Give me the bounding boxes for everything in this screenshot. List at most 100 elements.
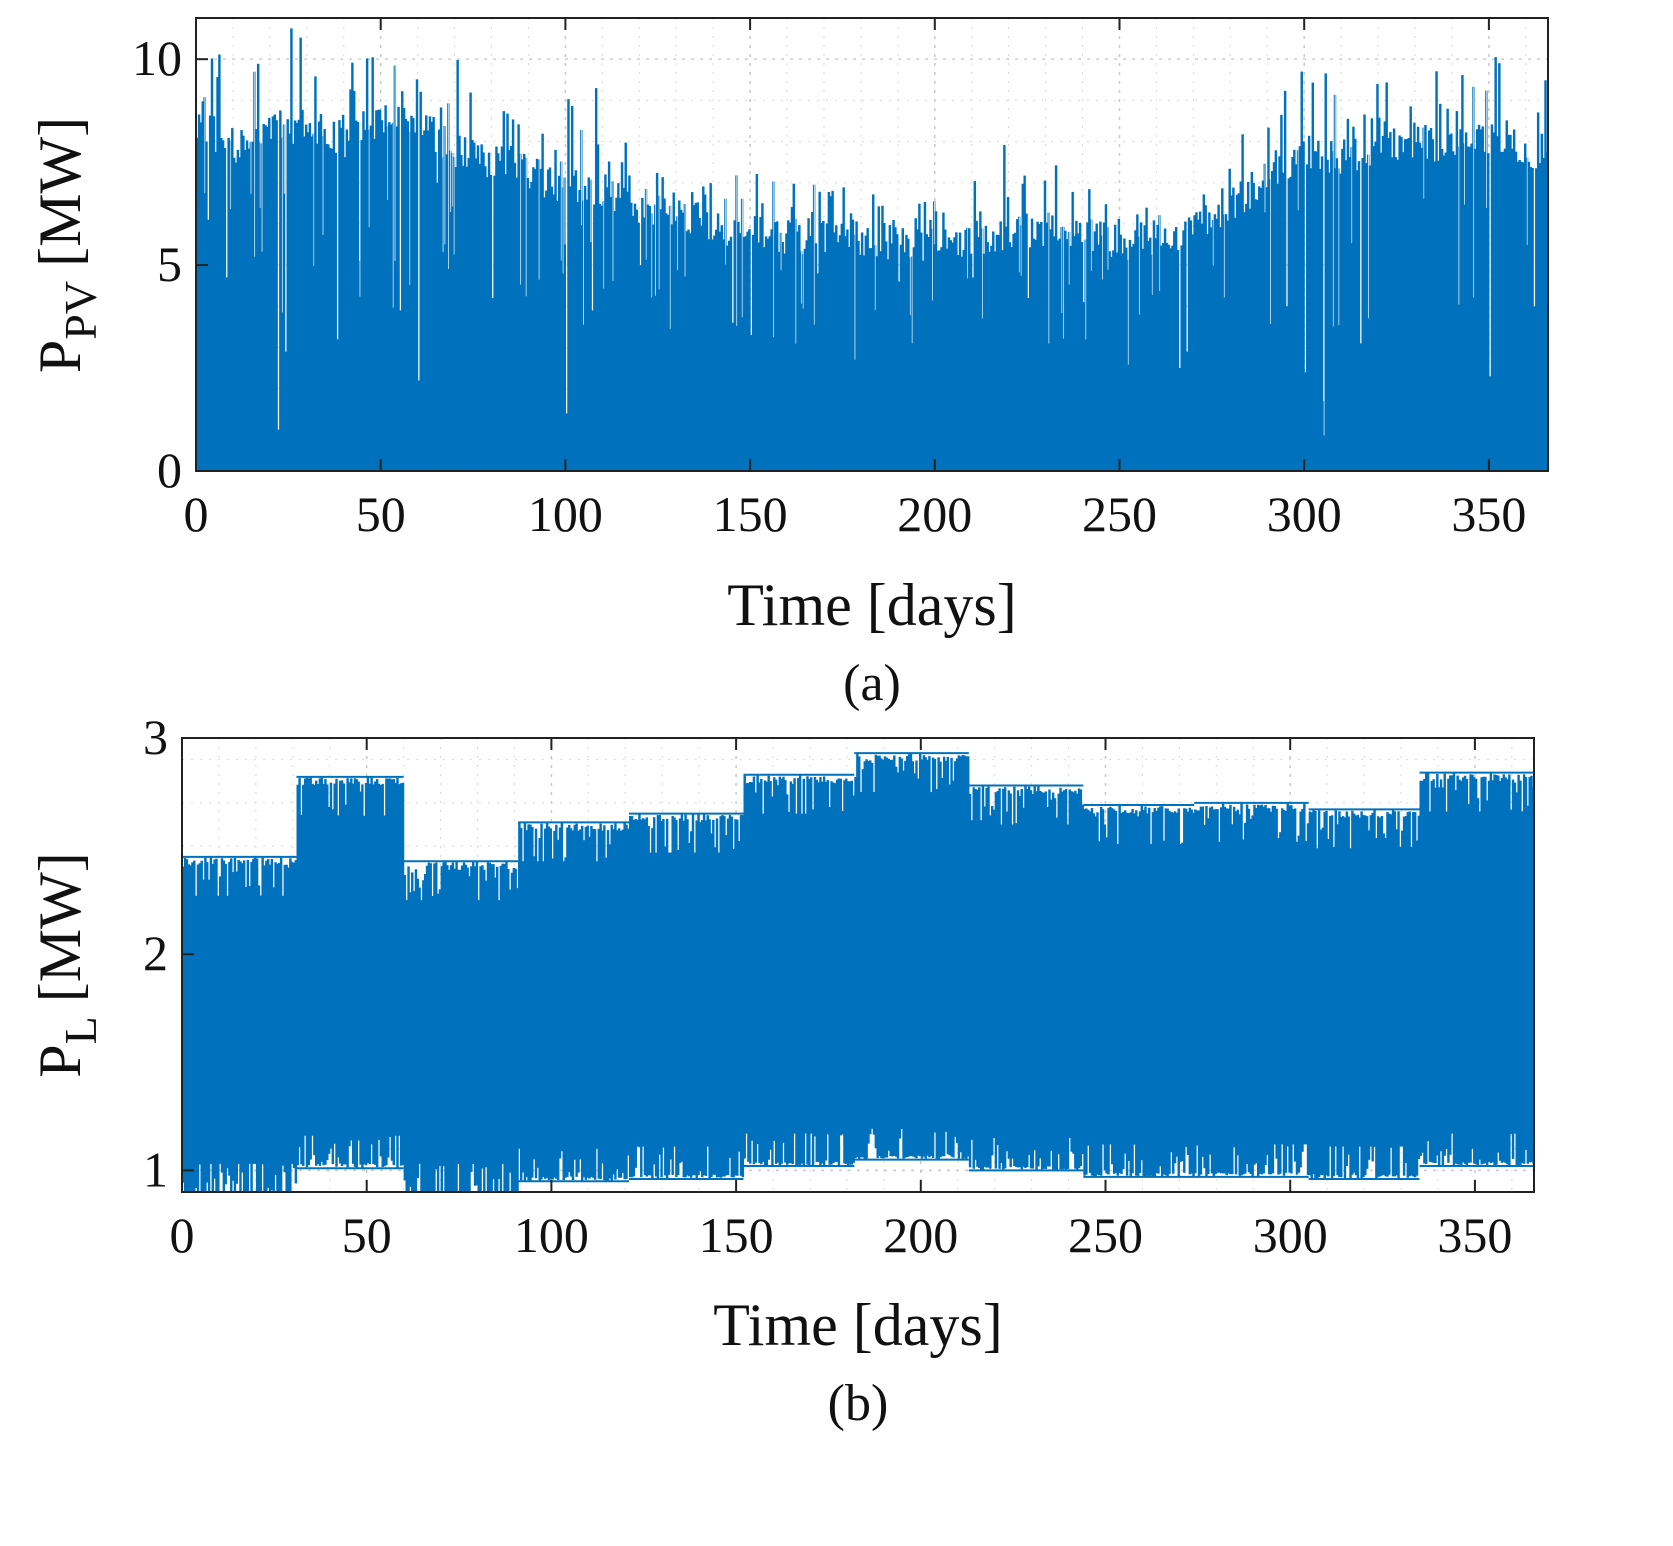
- pv-bar: [1191, 234, 1194, 471]
- pv-bar: [1198, 211, 1202, 471]
- pv-bar: [1514, 151, 1518, 471]
- pv-bar: [932, 201, 936, 471]
- x-axis-label-b: Time [days]: [713, 1292, 1002, 1358]
- pv-bar-gap: [802, 254, 804, 309]
- pv-bar-gap: [520, 153, 522, 285]
- pv-bar: [207, 219, 210, 471]
- pv-bar: [413, 132, 417, 471]
- pv-bar: [1082, 302, 1086, 471]
- pv-bar: [498, 160, 502, 471]
- pv-bar: [1040, 221, 1043, 471]
- pv-bar: [1006, 196, 1010, 471]
- pv-bar: [1016, 219, 1019, 471]
- pv-bar: [1134, 230, 1137, 471]
- pv-bar: [1359, 343, 1363, 471]
- pv-bar: [650, 213, 653, 471]
- pv-bar: [1457, 146, 1460, 471]
- pv-bar: [1202, 194, 1206, 471]
- pv-bar: [665, 213, 668, 471]
- pv-bar: [474, 158, 478, 471]
- pv-bar: [1350, 147, 1353, 471]
- pv-bar-gap: [1526, 157, 1528, 245]
- pv-bar-gap: [204, 97, 206, 194]
- pv-bar: [292, 143, 295, 471]
- pv-bar: [1136, 214, 1139, 471]
- pv-bar-gap: [1090, 219, 1092, 272]
- pv-bar: [321, 136, 325, 471]
- pv-bar: [1060, 226, 1063, 471]
- pv-bar: [432, 116, 435, 471]
- pv-bar: [245, 140, 249, 471]
- pv-bar: [469, 92, 472, 471]
- load-month-band: [743, 813, 855, 1134]
- pv-bar: [1448, 134, 1451, 471]
- pv-bar: [687, 229, 690, 471]
- pv-bar: [1490, 124, 1494, 471]
- pv-bar: [1102, 222, 1106, 471]
- pv-ytick-label: 5: [157, 236, 182, 292]
- pv-bar: [382, 132, 385, 471]
- pv-bar: [1003, 145, 1006, 471]
- pv-bar: [443, 126, 446, 471]
- pv-bar: [1106, 227, 1110, 471]
- pv-bar: [247, 148, 251, 471]
- pv-bar: [1145, 207, 1148, 471]
- pv-bar: [801, 254, 805, 471]
- pv-bar: [744, 236, 748, 471]
- pv-bar: [271, 116, 275, 471]
- pv-bar: [641, 197, 644, 471]
- pv-bar-gap: [655, 204, 657, 296]
- pv-bar: [1054, 165, 1058, 471]
- pv-bar: [1028, 247, 1032, 471]
- pv-bar: [567, 99, 570, 471]
- pv-bar-gap: [603, 201, 605, 289]
- pv-bar: [964, 229, 967, 471]
- pv-bar-gap: [874, 245, 876, 311]
- pv-bar: [199, 122, 203, 471]
- pv-bar: [545, 190, 548, 471]
- pv-bar: [201, 101, 204, 471]
- pv-bar: [1370, 118, 1374, 471]
- pv-bar: [1523, 143, 1527, 471]
- pv-bar: [1147, 241, 1150, 471]
- pv-bar-gap: [1061, 226, 1063, 314]
- pv-bar: [1335, 158, 1339, 471]
- pv-bar: [993, 251, 997, 471]
- pv-bar-gap: [1297, 150, 1299, 211]
- pv-bar: [236, 149, 240, 471]
- load-month-band: [628, 852, 744, 1147]
- pv-bar: [849, 213, 853, 471]
- pv-bar: [1365, 163, 1368, 471]
- pv-bar-gap: [451, 152, 453, 207]
- pv-bar: [1346, 118, 1350, 471]
- pv-bar: [1185, 351, 1189, 471]
- pv-bar: [1001, 250, 1004, 471]
- pv-bar: [620, 162, 624, 471]
- pv-bar: [883, 223, 886, 471]
- pv-bar: [1130, 246, 1134, 471]
- pv-bar: [877, 206, 880, 471]
- pv-bar: [216, 77, 219, 471]
- pv-ytick-label: 0: [157, 442, 182, 498]
- pv-bar: [696, 202, 699, 471]
- pv-bar: [447, 103, 450, 471]
- pv-bar: [319, 114, 323, 471]
- pv-bar: [975, 220, 978, 471]
- pv-bar: [1032, 238, 1036, 471]
- pv-bar: [1274, 150, 1278, 471]
- pv-bar: [506, 113, 509, 471]
- pv-bar: [1413, 122, 1416, 471]
- pv-bar: [977, 237, 980, 471]
- pv-bar: [593, 204, 596, 471]
- pv-bar: [1261, 180, 1265, 471]
- pv-bar: [500, 146, 504, 471]
- pv-bar: [1531, 167, 1534, 471]
- pv-bar: [297, 119, 301, 471]
- pv-bar-gap: [1223, 214, 1225, 298]
- pv-bar: [1330, 141, 1333, 471]
- pv-bar: [988, 251, 991, 471]
- pv-bar: [1058, 238, 1061, 471]
- pv-bar: [541, 133, 544, 471]
- pv-bar: [583, 185, 587, 471]
- pv-bar: [1307, 135, 1311, 471]
